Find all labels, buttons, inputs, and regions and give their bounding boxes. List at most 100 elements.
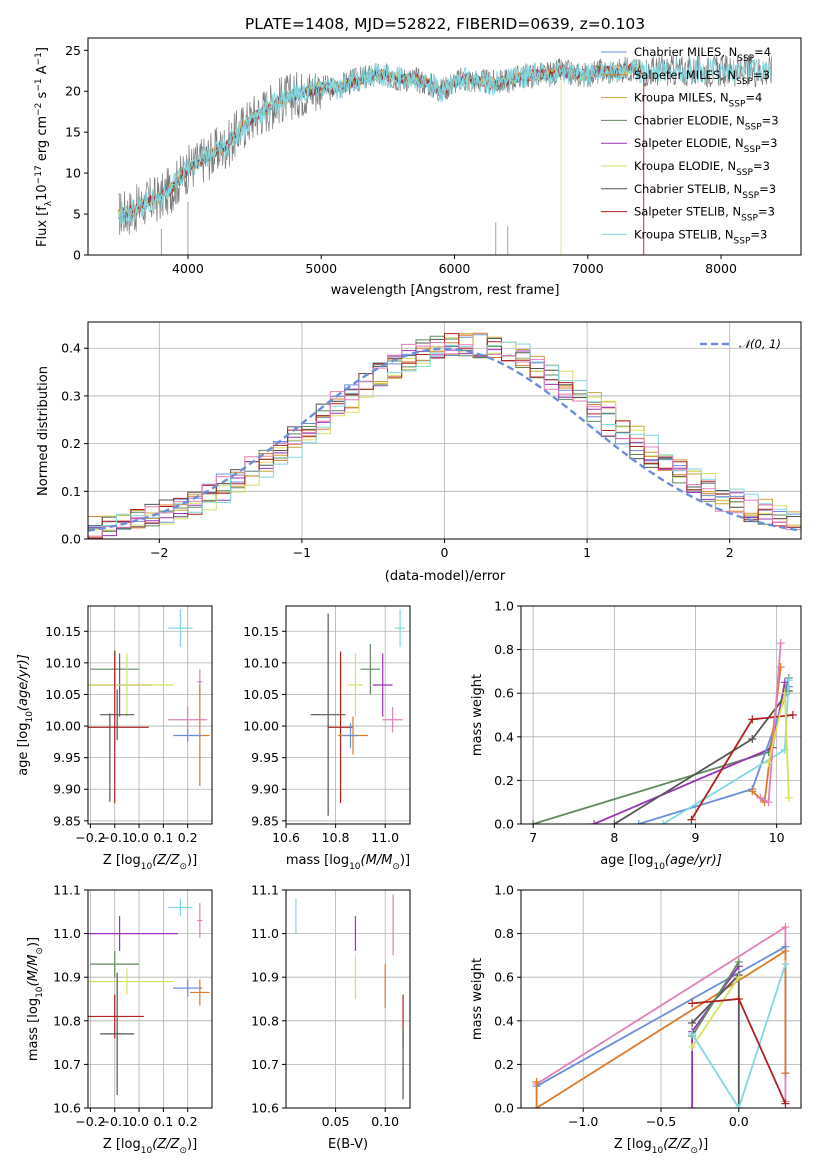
y-tick-label: 10.8 xyxy=(251,1013,279,1028)
plus-marker xyxy=(788,711,797,719)
x-tick-label: 4000 xyxy=(172,261,204,276)
plot-area-massweight-vs-age xyxy=(529,639,797,824)
y-tick-label: 0.8 xyxy=(494,926,514,941)
legend-label: 𝒩(0, 1) xyxy=(739,337,781,351)
x-axis-label: Z [log10(Z/Z⊙)] xyxy=(103,1137,197,1156)
x-tick-label: −0.2 xyxy=(75,1114,105,1129)
legend-label: Kroupa STELIB, NSSP=3 xyxy=(634,227,767,246)
plus-marker xyxy=(776,639,785,648)
mass-weight-line xyxy=(535,949,787,1108)
residual-histogram xyxy=(88,335,801,539)
residual-histogram xyxy=(88,342,801,537)
y-tick-label: 10.15 xyxy=(45,624,81,639)
plus-marker xyxy=(590,820,599,824)
plus-marker xyxy=(688,1104,697,1108)
x-tick-label: 0.0 xyxy=(129,830,149,845)
x-tick-label: 11.0 xyxy=(371,830,399,845)
y-tick-label: 0.4 xyxy=(494,729,514,744)
model-line xyxy=(118,62,642,222)
x-tick-label: −2 xyxy=(150,545,168,560)
y-tick-label: 20 xyxy=(65,84,81,99)
legend-label: Chabrier MILES, NSSP=4 xyxy=(634,45,771,64)
plus-marker xyxy=(529,820,538,824)
plot-area-age-vs-Z xyxy=(88,609,210,804)
plus-marker xyxy=(781,947,790,956)
mass-weight-line xyxy=(532,677,790,824)
axes-age-vs-mass: 10.6 10.8 11.0 9.85 9.90 9.95 10.00 10.05 10.10 1… xyxy=(243,605,411,845)
plus-marker xyxy=(781,1099,790,1108)
model-line-kroupa-stelib xyxy=(118,58,772,226)
axes-frame xyxy=(520,605,802,825)
residual-histogram xyxy=(88,341,801,529)
plot-area-mass-vs-EBV xyxy=(295,894,404,1100)
chart-title: PLATE=1408, MJD=52822, FIBERID=0639, z=0… xyxy=(245,15,645,33)
x-tick-label: 10.6 xyxy=(272,830,300,845)
x-tick-label: 0.1 xyxy=(153,830,173,845)
legend-label: Salpeter ELODIE, NSSP=3 xyxy=(634,136,777,155)
x-tick-label: 8000 xyxy=(705,261,737,276)
mass-weight-line xyxy=(691,976,740,1048)
legend-label: Chabrier ELODIE, NSSP=3 xyxy=(634,113,779,132)
plus-marker xyxy=(734,957,743,966)
x-tick-label: −1 xyxy=(293,545,311,560)
model-line xyxy=(118,63,642,219)
model-line xyxy=(118,62,642,220)
y-tick-label: 11.0 xyxy=(53,926,81,941)
y-tick-label: 10.05 xyxy=(45,687,81,702)
mass-weight-line xyxy=(593,682,786,824)
y-tick-label: 1.0 xyxy=(494,883,514,898)
y-tick-label: 5 xyxy=(73,207,81,222)
y-axis-label: Normed distribution xyxy=(36,366,51,496)
model-line xyxy=(118,62,642,220)
plus-marker xyxy=(781,960,790,969)
axes-residuals: −2 −1 0 1 2 0.0 0.1 0.2 0.3 0.4 xyxy=(61,321,802,560)
plus-marker xyxy=(781,923,790,932)
legend-label: Kroupa MILES, NSSP=4 xyxy=(634,91,762,110)
x-tick-label: −0.1 xyxy=(100,1114,130,1129)
legend-label: Chabrier STELIB, NSSP=3 xyxy=(634,182,776,201)
plus-marker xyxy=(764,758,773,767)
axes-spectrum: 4000 5000 6000 7000 8000 0 5 10 15 20 25 xyxy=(65,37,802,276)
y-axis-label: mass [log10(M/M⊙)] xyxy=(26,937,45,1061)
x-tick-label: 5000 xyxy=(305,261,337,276)
axes-mass-vs-Z: −0.2−0.1 0.0 0.1 0.2 10.6 10.7 10.8 10.9 11.0 11.… xyxy=(53,883,213,1129)
plus-marker xyxy=(748,715,757,724)
plus-marker xyxy=(532,1077,541,1086)
residual-histogram xyxy=(88,334,801,530)
y-tick-label: 10.7 xyxy=(251,1057,279,1072)
plot-area-mass-vs-Z xyxy=(88,898,210,1095)
x-tick-label: 9 xyxy=(692,830,700,845)
y-tick-label: 10.6 xyxy=(251,1101,279,1116)
model-line xyxy=(118,62,644,220)
x-axis-label: wavelength [Angstrom, rest frame] xyxy=(331,283,560,298)
plus-marker xyxy=(610,820,619,824)
y-tick-label: 11.1 xyxy=(251,883,279,898)
x-tick-label: 0.05 xyxy=(322,1114,350,1129)
y-tick-label: 0.3 xyxy=(61,388,81,403)
axes-frame xyxy=(285,605,411,825)
plus-marker xyxy=(784,676,793,685)
model-line xyxy=(118,61,642,218)
plus-marker xyxy=(634,820,643,824)
y-tick-label: 10.6 xyxy=(53,1101,81,1116)
y-tick-label: 9.90 xyxy=(251,782,279,797)
x-tick-label: 0.2 xyxy=(178,1114,198,1129)
plus-marker xyxy=(659,820,668,824)
y-tick-label: 0 xyxy=(73,248,81,263)
y-tick-label: 9.85 xyxy=(251,813,279,828)
x-tick-label: 0.1 xyxy=(153,1114,173,1129)
model-line xyxy=(118,64,642,219)
x-tick-label: 0 xyxy=(441,545,449,560)
y-tick-label: 15 xyxy=(65,125,81,140)
spectrum-legend: Chabrier MILES, NSSP=4 Salpeter MILES, NS… xyxy=(601,45,779,246)
plus-marker xyxy=(688,1042,697,1051)
y-tick-label: 0.1 xyxy=(61,484,81,499)
y-axis-label: age [log10(age/yr)] xyxy=(16,654,35,776)
residual-histogram xyxy=(88,338,801,529)
y-axis-label: mass weight xyxy=(470,958,485,1040)
x-tick-label: −0.1 xyxy=(100,830,130,845)
y-tick-label: 10.00 xyxy=(45,719,81,734)
y-tick-label: 9.90 xyxy=(53,782,81,797)
y-tick-label: 10.05 xyxy=(243,687,279,702)
